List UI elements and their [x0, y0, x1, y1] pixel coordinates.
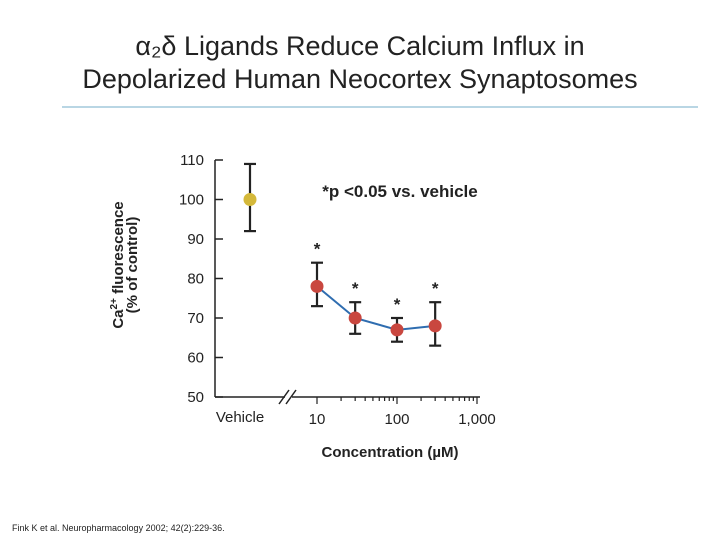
series-point	[390, 323, 404, 337]
significance-asterisk: *	[314, 240, 321, 259]
x-tick-label: 1,000	[458, 411, 496, 428]
y-tick-label: 110	[180, 152, 204, 169]
chart-title-line2: Depolarized Human Neocortex Synaptosomes	[82, 64, 638, 94]
title-divider	[62, 106, 698, 108]
axis-break-mark	[285, 389, 297, 405]
x-tick-label: 10	[309, 411, 326, 428]
y-tick-label: 50	[187, 389, 204, 406]
y-tick-label: 60	[187, 350, 204, 367]
y-tick-label: 80	[187, 271, 204, 288]
y-tick-label: 90	[187, 231, 204, 248]
y-tick-label: 100	[179, 192, 204, 209]
series-point	[310, 279, 324, 293]
series-point	[348, 311, 362, 325]
x-tick-label-vehicle: Vehicle	[216, 409, 264, 426]
significance-asterisk: *	[432, 279, 439, 298]
series-point	[428, 319, 442, 333]
y-tick-label: 70	[187, 310, 204, 327]
significance-note: *p <0.05 vs. vehicle	[322, 182, 477, 201]
axis-break-mark	[278, 389, 290, 405]
x-tick-label: 100	[384, 411, 409, 428]
series-line	[316, 285, 436, 331]
x-axis-label: Concentration (µM)	[322, 444, 459, 461]
vehicle-point	[243, 193, 257, 206]
citation: Fink K et al. Neuropharmacology 2002; 42…	[12, 523, 225, 533]
significance-asterisk: *	[352, 279, 359, 298]
chart-title-line1: α₂δ Ligands Reduce Calcium Influx in	[135, 31, 585, 61]
significance-asterisk: *	[394, 295, 401, 314]
